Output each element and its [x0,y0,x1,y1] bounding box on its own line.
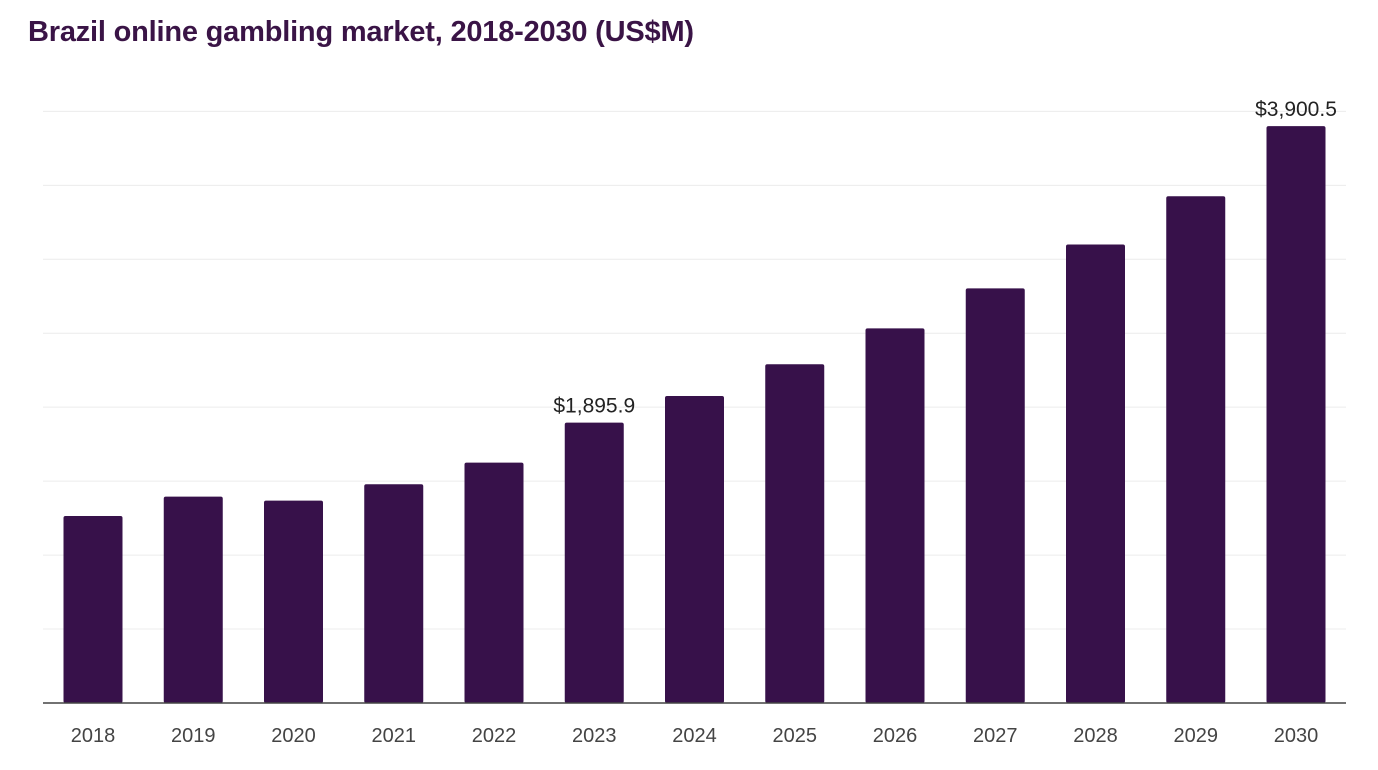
bar-2021 [364,484,424,703]
bar-2018 [63,516,123,703]
x-tick-label-2025: 2025 [773,725,818,747]
x-tick-label-2021: 2021 [372,725,417,747]
data-labels: $1,895.9 $3,900.5 [553,98,1337,417]
bar-2024 [665,395,724,703]
bar-2026 [865,328,925,703]
bar-2029 [1166,196,1226,703]
bar-2019 [163,496,223,703]
bar-2023 [564,422,624,703]
x-tick-label-2023: 2023 [572,725,617,747]
chart-title: Brazil online gambling market, 2018-2030… [28,16,694,48]
x-tick-label-2018: 2018 [71,725,116,747]
bar-2025 [765,364,825,703]
bar-2028 [1066,244,1125,703]
x-tick-label-2029: 2029 [1174,725,1219,747]
bar-2020 [264,500,323,703]
x-tick-label-2030: 2030 [1274,725,1319,747]
x-tick-label-2020: 2020 [271,725,316,747]
x-tick-label-2022: 2022 [472,725,517,747]
x-tick-label-2027: 2027 [973,725,1018,747]
x-tick-labels: 2018 2019 2020 2021 2022 2023 2024 2025 2026 2027… [71,725,1319,747]
x-tick-label-2026: 2026 [873,725,918,747]
bar-2027 [965,288,1025,703]
x-tick-label-2028: 2028 [1073,725,1118,747]
x-tick-label-2024: 2024 [672,725,717,747]
data-label-2030: $3,900.5 [1255,98,1337,121]
data-label-2023: $1,895.9 [553,395,635,418]
x-tick-label-2019: 2019 [171,725,216,747]
bars [63,126,1326,703]
bar-2030 [1266,126,1326,703]
bar-2022 [464,462,524,703]
